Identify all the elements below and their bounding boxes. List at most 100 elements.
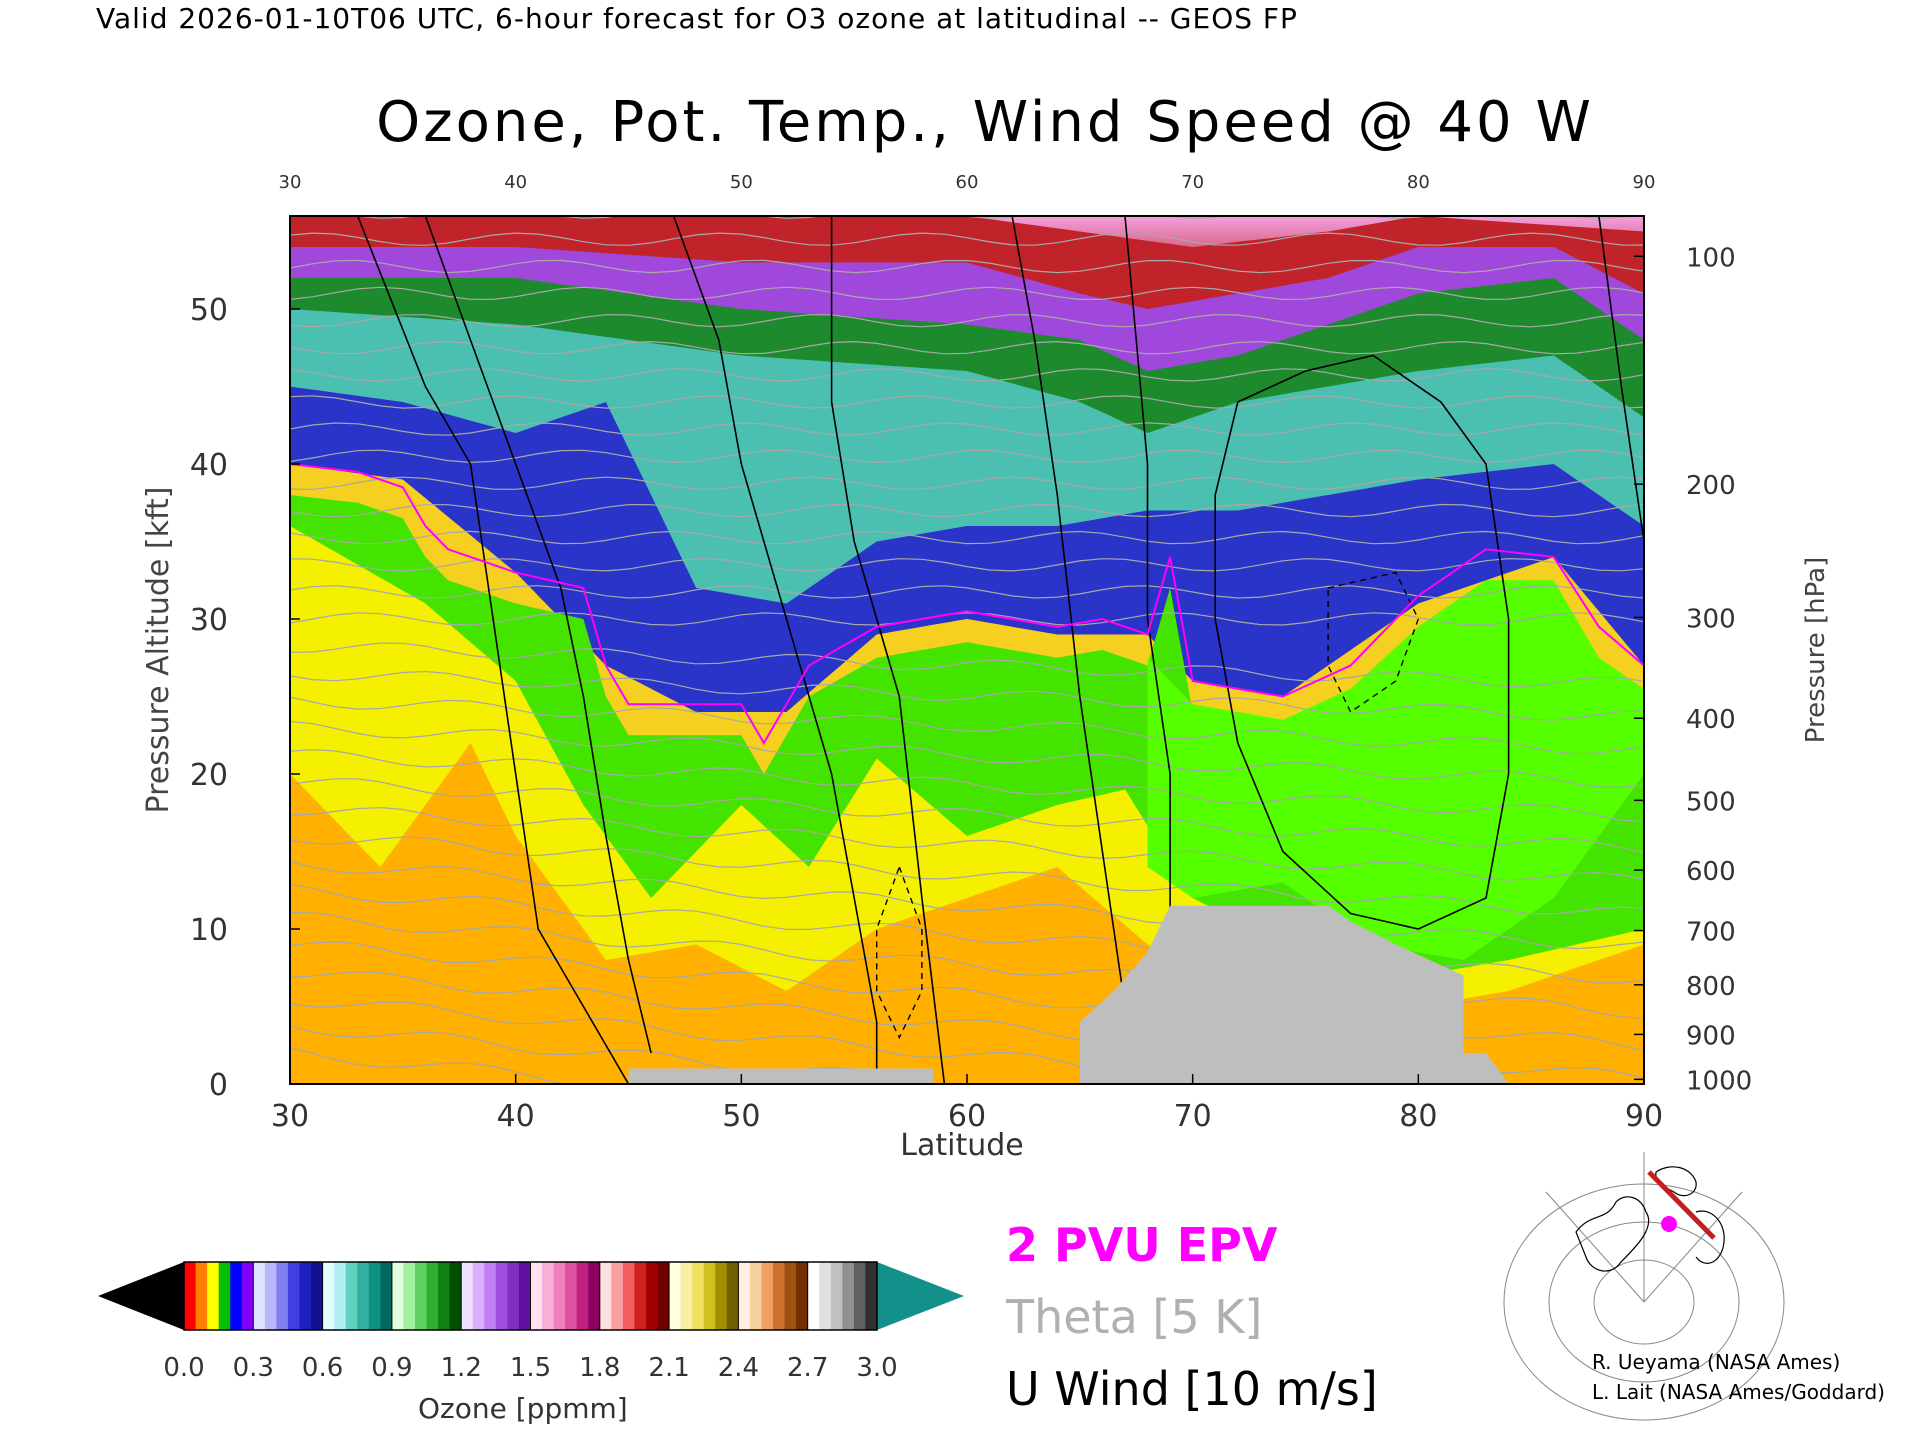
epv-2pvu-line — [290, 463, 1644, 745]
colorbar-swatch — [311, 1262, 324, 1330]
pressure-tick-label: 300 — [1686, 604, 1736, 634]
x-tick-label: 70 — [1174, 1099, 1212, 1134]
colorbar-swatch — [773, 1262, 785, 1330]
theta-contour-line — [290, 806, 1644, 881]
colorbar-swatch — [761, 1262, 774, 1330]
colorbar-swatch — [287, 1262, 300, 1330]
uwind-legend: U Wind [10 m/s] — [1006, 1362, 1378, 1416]
theta-contour-line — [290, 1001, 1288, 1084]
top-tick-label: 60 — [956, 172, 979, 193]
x-tick-label: 30 — [271, 1099, 309, 1134]
pressure-tick-label: 900 — [1686, 1021, 1736, 1051]
pressure-tick-label: 200 — [1686, 471, 1736, 501]
colorbar-swatch — [692, 1262, 705, 1330]
x-axis-tick-labels: 30 40 50 60 70 80 90 — [271, 1099, 1663, 1134]
colorbar-swatch — [426, 1262, 439, 1330]
theta-contour-line — [290, 612, 1644, 626]
colorbar-tick-label: 2.7 — [787, 1353, 828, 1383]
pressure-tick-label: 700 — [1686, 918, 1736, 948]
colorbar-swatch — [565, 1262, 578, 1330]
theta-contour-line — [290, 503, 1644, 518]
x-tick-label: 60 — [948, 1099, 986, 1134]
colorbar-swatch — [345, 1262, 358, 1330]
colorbar-swatch — [853, 1262, 866, 1330]
colorbar-swatch — [218, 1262, 231, 1330]
x-tick-label: 80 — [1399, 1099, 1437, 1134]
colorbar-swatch — [415, 1262, 427, 1330]
theta-contour-line — [290, 259, 1644, 274]
x-axis-label: Latitude — [900, 1128, 1023, 1163]
colorbar-tick-labels: 0.0 0.3 0.6 0.9 1.2 1.5 1.8 2.1 2.4 2.7 3.0 — [163, 1262, 898, 1383]
pressure-tick-label: 600 — [1686, 857, 1736, 887]
colorbar-swatch — [796, 1262, 809, 1330]
uwind-negative-contour — [876, 866, 923, 1040]
colorbar-swatch — [784, 1262, 797, 1330]
colorbar-max-arrow — [877, 1262, 964, 1330]
pressure-axis-label: Pressure [hPa] — [1801, 557, 1831, 744]
pressure-tick-labels: 100 200 300 400 500 600 700 800 900 1000 — [1686, 243, 1752, 1096]
credit-line-2: L. Lait (NASA Ames/Goddard) — [1592, 1380, 1885, 1404]
y-tick-label: 40 — [190, 448, 228, 483]
uwind-contour-line — [424, 216, 652, 1054]
colorbar-swatch — [391, 1262, 404, 1330]
y-tick-label: 0 — [209, 1068, 228, 1103]
uwind-contour-line — [1214, 354, 1510, 930]
colorbar-swatch — [807, 1262, 820, 1330]
colorbar-swatch — [184, 1262, 196, 1330]
theta-contour-line — [290, 1025, 920, 1084]
colorbar-swatch — [865, 1262, 878, 1330]
colorbar-swatch — [507, 1262, 520, 1330]
axis-ticks — [289, 255, 1645, 1085]
colorbar-swatch — [230, 1262, 243, 1330]
colorbar-tick-label: 0.6 — [302, 1353, 343, 1383]
ozone-troposphere-yellow — [290, 526, 1644, 1084]
colorbar-swatch — [299, 1262, 312, 1330]
pressure-tick-label: 800 — [1686, 972, 1736, 1002]
colorbar-tick-label: 3.0 — [856, 1353, 897, 1383]
x-tick-label: 40 — [497, 1099, 535, 1134]
theta-contour-line — [290, 340, 1644, 355]
colorbar-swatch — [334, 1262, 347, 1330]
colorbar-tick-label: 0.0 — [163, 1353, 204, 1383]
colorbar-swatch — [357, 1262, 370, 1330]
top-tick-label: 70 — [1181, 172, 1204, 193]
theta-contour-line — [290, 313, 1644, 328]
epv-legend: 2 PVU EPV — [1006, 1218, 1278, 1272]
colorbar-swatch — [703, 1262, 716, 1330]
colorbar-swatch — [715, 1262, 728, 1330]
top-tick-label: 50 — [730, 172, 753, 193]
colorbar-swatch — [495, 1262, 508, 1330]
theta-contour-line — [290, 696, 1644, 755]
x-tick-label: 90 — [1625, 1099, 1663, 1134]
colorbar-swatch — [438, 1262, 451, 1330]
uwind-negative-contour — [1327, 571, 1420, 714]
theta-contour-line — [290, 670, 1644, 721]
colorbar-swatch — [380, 1262, 393, 1330]
colorbar-tick-label: 1.2 — [441, 1353, 482, 1383]
colorbar-tick-label: 0.3 — [233, 1353, 274, 1383]
uwind-contour-line — [1124, 216, 1171, 929]
uwind-contour-line — [1598, 216, 1644, 542]
pressure-tick-label: 400 — [1686, 705, 1736, 735]
theta-contour-line — [290, 642, 1644, 688]
forecast-header: Valid 2026-01-10T06 UTC, 6-hour forecast… — [96, 2, 1298, 35]
theta-contours — [290, 216, 1644, 1084]
y-axis-tick-labels: 0 10 20 30 40 50 — [190, 293, 228, 1103]
colorbar-swatch — [611, 1262, 624, 1330]
colorbar-swatch — [830, 1262, 843, 1330]
theta-contour-line — [290, 836, 1644, 915]
theta-contour-line — [290, 720, 1644, 789]
theta-contour-line — [290, 232, 1644, 246]
top-tick-label: 30 — [279, 172, 302, 193]
colorbar-swatch — [472, 1262, 485, 1330]
pressure-tick-label: 500 — [1686, 787, 1736, 817]
colorbar-swatch — [264, 1262, 277, 1330]
top-tick-label: 80 — [1407, 172, 1430, 193]
colorbar-label: Ozone [ppmm] — [418, 1392, 628, 1425]
colorbar-swatch — [449, 1262, 462, 1330]
colorbar-swatch — [322, 1262, 335, 1330]
uwind-contour-line — [356, 216, 630, 1084]
colorbar-swatch — [519, 1262, 531, 1330]
theta-contour-line — [290, 286, 1644, 301]
colorbar-swatch — [253, 1262, 266, 1330]
